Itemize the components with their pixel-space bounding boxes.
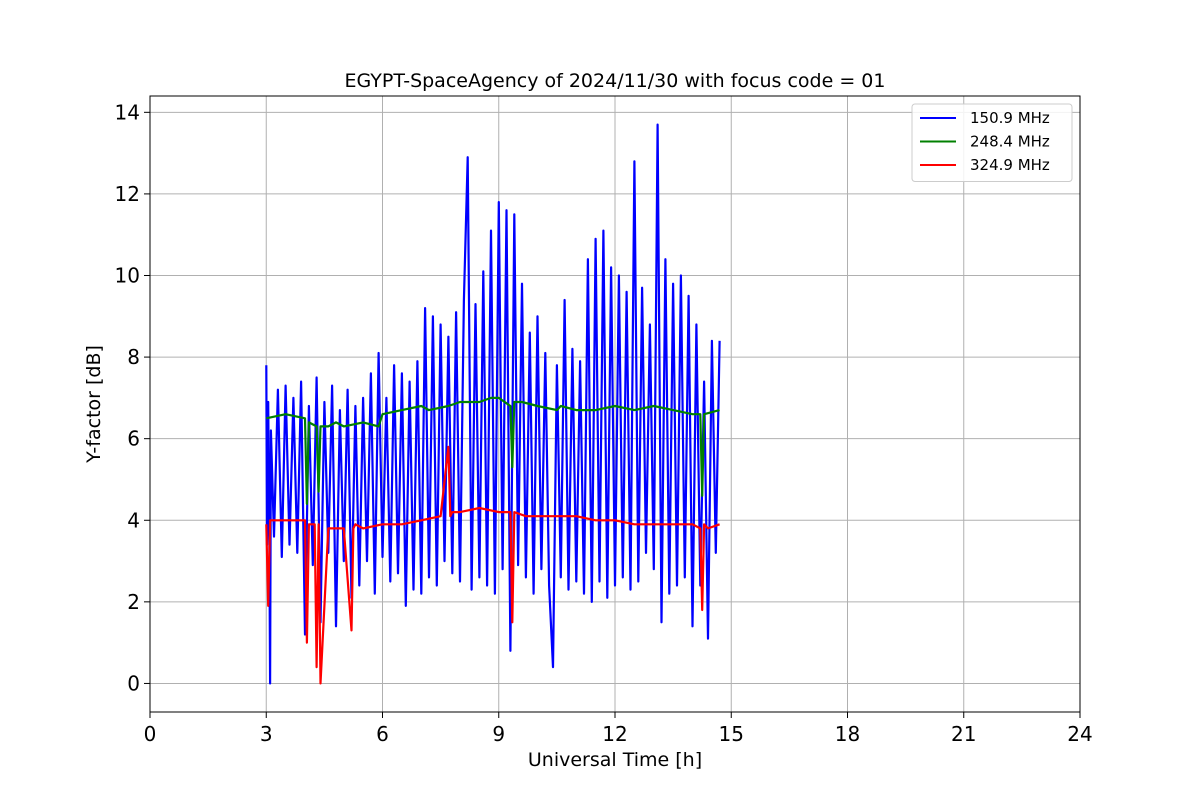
series-layer <box>265 123 721 685</box>
legend-label: 150.9 MHz <box>970 109 1050 127</box>
legend-label: 324.9 MHz <box>970 156 1050 174</box>
series-line-3 <box>265 445 720 685</box>
x-axis-label: Universal Time [h] <box>528 749 702 771</box>
x-tick-label: 18 <box>835 722 860 746</box>
series-line-2 <box>266 396 720 505</box>
y-tick-label: 8 <box>127 345 140 369</box>
y-axis-label: Y-factor [dB] <box>83 345 105 464</box>
y-tick-label: 4 <box>127 508 140 532</box>
x-tick-label: 12 <box>602 722 627 746</box>
x-tick-label: 24 <box>1067 722 1092 746</box>
y-tick-label: 0 <box>127 671 140 695</box>
x-tick-label: 3 <box>260 722 273 746</box>
x-tick-label: 15 <box>719 722 744 746</box>
x-tick-label: 6 <box>376 722 389 746</box>
x-tick-label: 0 <box>144 722 157 746</box>
grid <box>149 96 1081 712</box>
legend-box <box>911 103 1073 182</box>
legend-label: 248.4 MHz <box>970 133 1050 151</box>
x-tick-label: 9 <box>492 722 505 746</box>
x-tick-label: 21 <box>951 722 976 746</box>
chart-title: EGYPT-SpaceAgency of 2024/11/30 with foc… <box>345 70 886 92</box>
y-tick-label: 2 <box>127 590 140 614</box>
legend: 150.9 MHz 248.4 MHz 324.9 MHz <box>911 103 1073 182</box>
y-tick-label: 12 <box>115 182 140 206</box>
series-line-1 <box>265 123 721 685</box>
y-tick-label: 10 <box>115 263 140 287</box>
y-tick-label: 14 <box>115 100 140 124</box>
y-tick-label: 6 <box>127 427 140 451</box>
